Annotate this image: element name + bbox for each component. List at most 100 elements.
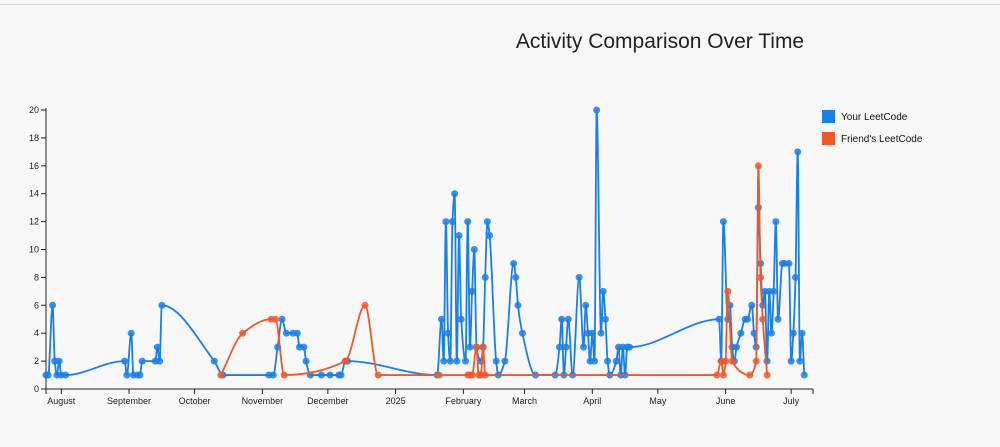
data-point[interactable] (486, 232, 494, 240)
data-point[interactable] (512, 273, 520, 281)
data-point[interactable] (210, 357, 218, 365)
data-point[interactable] (556, 343, 564, 351)
data-point[interactable] (455, 232, 463, 240)
data-point[interactable] (457, 315, 465, 323)
data-point[interactable] (719, 218, 727, 226)
data-point[interactable] (752, 357, 760, 365)
data-point[interactable] (601, 315, 609, 323)
data-point[interactable] (510, 259, 518, 267)
data-point[interactable] (501, 357, 509, 365)
data-point[interactable] (453, 357, 461, 365)
data-point[interactable] (798, 329, 806, 337)
data-point[interactable] (588, 329, 596, 337)
data-point[interactable] (770, 287, 778, 295)
data-point[interactable] (451, 190, 459, 198)
data-point[interactable] (748, 301, 756, 309)
data-point[interactable] (302, 357, 310, 365)
data-point[interactable] (278, 315, 286, 323)
data-point[interactable] (599, 287, 607, 295)
data-point[interactable] (374, 371, 382, 379)
data-point[interactable] (582, 301, 590, 309)
data-point[interactable] (317, 371, 325, 379)
data-point[interactable] (719, 371, 727, 379)
data-point[interactable] (722, 357, 730, 365)
data-point[interactable] (604, 357, 612, 365)
data-point[interactable] (468, 287, 476, 295)
data-point[interactable] (217, 371, 225, 379)
data-point[interactable] (562, 343, 570, 351)
data-point[interactable] (337, 371, 345, 379)
data-point[interactable] (724, 287, 732, 295)
data-point[interactable] (438, 315, 446, 323)
data-point[interactable] (715, 315, 723, 323)
data-point[interactable] (774, 315, 782, 323)
data-point[interactable] (293, 329, 301, 337)
data-point[interactable] (156, 357, 164, 365)
data-point[interactable] (153, 343, 161, 351)
data-point[interactable] (713, 371, 721, 379)
data-point[interactable] (138, 357, 146, 365)
data-point[interactable] (127, 329, 135, 337)
data-point[interactable] (239, 329, 247, 337)
data-point[interactable] (763, 371, 771, 379)
data-point[interactable] (754, 162, 762, 170)
data-point[interactable] (612, 357, 620, 365)
data-point[interactable] (479, 343, 487, 351)
data-point[interactable] (492, 357, 500, 365)
data-point[interactable] (300, 343, 308, 351)
data-point[interactable] (558, 315, 566, 323)
data-point[interactable] (282, 329, 290, 337)
data-point[interactable] (269, 371, 277, 379)
data-point[interactable] (789, 329, 797, 337)
data-point[interactable] (590, 357, 598, 365)
data-point[interactable] (55, 357, 63, 365)
data-point[interactable] (341, 357, 349, 365)
data-point[interactable] (466, 343, 474, 351)
data-point[interactable] (121, 357, 129, 365)
data-point[interactable] (597, 329, 605, 337)
data-point[interactable] (800, 371, 808, 379)
data-point[interactable] (593, 106, 601, 114)
data-point[interactable] (326, 371, 334, 379)
data-point[interactable] (49, 301, 57, 309)
data-point[interactable] (746, 371, 754, 379)
data-point[interactable] (772, 218, 780, 226)
data-point[interactable] (757, 273, 765, 281)
data-point[interactable] (564, 315, 572, 323)
data-point[interactable] (763, 357, 771, 365)
data-point[interactable] (464, 218, 472, 226)
data-point[interactable] (728, 357, 736, 365)
data-point[interactable] (470, 246, 478, 253)
data-point[interactable] (580, 343, 588, 351)
data-point[interactable] (361, 301, 369, 309)
data-point[interactable] (62, 371, 70, 379)
data-point[interactable] (481, 371, 489, 379)
data-point[interactable] (468, 371, 476, 379)
data-point[interactable] (794, 148, 802, 156)
data-point[interactable] (448, 218, 456, 226)
data-point[interactable] (796, 357, 804, 365)
data-point[interactable] (481, 273, 489, 281)
data-point[interactable] (792, 273, 800, 281)
data-point[interactable] (737, 329, 745, 337)
data-point[interactable] (446, 357, 454, 365)
data-point[interactable] (575, 273, 583, 281)
data-point[interactable] (435, 371, 443, 379)
data-point[interactable] (743, 315, 751, 323)
data-point[interactable] (483, 218, 491, 226)
data-point[interactable] (759, 315, 767, 323)
data-point[interactable] (787, 357, 795, 365)
data-point[interactable] (440, 357, 448, 365)
data-point[interactable] (472, 343, 480, 351)
data-point[interactable] (158, 301, 166, 309)
data-point[interactable] (280, 371, 288, 379)
data-point[interactable] (462, 357, 470, 365)
data-point[interactable] (733, 343, 741, 351)
data-point[interactable] (123, 371, 131, 379)
data-point[interactable] (136, 371, 144, 379)
data-point[interactable] (785, 259, 793, 267)
data-point[interactable] (514, 301, 522, 309)
data-point[interactable] (625, 343, 633, 351)
data-point[interactable] (442, 218, 450, 226)
data-point[interactable] (44, 371, 52, 379)
